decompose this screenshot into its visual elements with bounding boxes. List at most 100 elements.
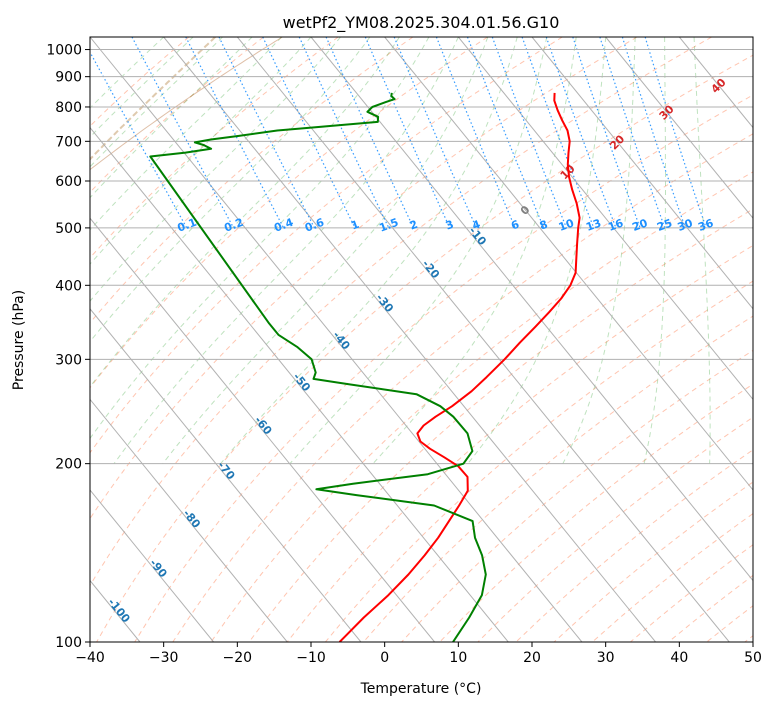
mixing-ratio-label: 0.6 — [303, 216, 326, 235]
dry-adiabat — [439, 383, 753, 642]
mixing-ratio-label: 16 — [606, 216, 625, 234]
dry-adiabat — [90, 37, 712, 587]
dry-adiabat — [172, 133, 753, 642]
mixing-ratio-line — [521, 37, 595, 229]
moist-adiabat — [90, 37, 194, 138]
y-axis-title: Pressure (hPa) — [11, 290, 27, 390]
x-tick-label: 50 — [744, 650, 762, 666]
isotherm-line — [605, 37, 753, 219]
moist-adiabat — [289, 37, 548, 465]
mixing-ratio-line — [644, 37, 707, 229]
mixing-ratio-label: 1 — [349, 218, 361, 233]
moist-adiabat — [113, 37, 459, 464]
moist-adiabat — [90, 37, 341, 302]
mixing-ratio-label: 30 — [676, 216, 695, 234]
y-tick-label: 800 — [55, 100, 82, 116]
isotherm-line — [90, 489, 214, 642]
x-tick-label: −40 — [75, 650, 105, 666]
isotherm-line — [90, 37, 583, 642]
isotherm-line — [90, 217, 435, 642]
x-tick-label: 20 — [523, 650, 541, 666]
mixing-ratio-line — [621, 37, 686, 229]
mixing-ratio-line — [131, 37, 235, 229]
mixing-ratio-label: 20 — [630, 216, 649, 234]
mixing-ratio-label: 2 — [408, 218, 420, 233]
dry-adiabat — [90, 37, 190, 127]
moist-adiabat — [90, 37, 400, 388]
y-tick-label: 900 — [55, 70, 82, 86]
mixing-ratio-line — [491, 37, 568, 229]
plot-frame — [89, 36, 754, 643]
moist-adiabat — [372, 37, 577, 465]
dry-adiabat — [248, 208, 753, 642]
mixing-ratio-line — [466, 37, 545, 229]
x-tick-label: −20 — [223, 650, 253, 666]
dry-adiabat — [90, 37, 264, 194]
y-tick-label: 500 — [55, 221, 82, 237]
moist-adiabat — [90, 37, 165, 109]
mixing-ratio-line — [364, 37, 451, 229]
isotherm-line — [384, 37, 753, 491]
dewpoint-profile — [149, 92, 487, 642]
isotherm-line — [457, 37, 753, 401]
mixing-ratio-line — [435, 37, 516, 229]
mixing-ratio-label: 6 — [509, 218, 521, 233]
x-tick-label: 40 — [670, 650, 688, 666]
mixing-ratio-label: 0.1 — [176, 216, 199, 235]
profile-series — [149, 92, 581, 642]
dry-adiabat — [90, 37, 488, 389]
isotherm-line — [163, 37, 656, 642]
mixing-ratio-line — [393, 37, 477, 229]
isotherm-line — [90, 398, 288, 642]
moist-adiabat — [220, 37, 518, 465]
moist-adiabat — [90, 37, 430, 440]
dry-adiabat — [90, 37, 638, 520]
mixing-ratio-label: 3 — [444, 218, 456, 233]
y-axis: 1000 900 800 700 600 500 400 300 200 100 — [46, 43, 90, 651]
y-tick-label: 700 — [55, 134, 82, 150]
mixing-ratio-line — [545, 37, 617, 229]
mixing-ratio-label: 13 — [584, 216, 603, 233]
y-tick-label: 1000 — [46, 43, 82, 59]
mixing-ratio-line — [218, 37, 315, 229]
y-tick-label: 600 — [55, 174, 82, 190]
dry-adiabat — [134, 94, 753, 642]
x-tick-label: −10 — [296, 650, 326, 666]
isotherm-line — [236, 37, 730, 642]
mixing-ratio-line — [599, 37, 666, 229]
moist-adiabat — [643, 37, 666, 464]
dry-adiabat — [90, 37, 414, 324]
dry-adiabat — [96, 54, 753, 642]
x-tick-label: 30 — [597, 650, 615, 666]
solid-adiabat — [90, 37, 283, 171]
dry-adiabat — [363, 315, 753, 642]
mixing-ratio-label: 25 — [655, 216, 674, 233]
mixing-ratio-label: 0.2 — [222, 216, 245, 235]
y-tick-label: 400 — [55, 278, 82, 294]
y-tick-label: 100 — [55, 635, 82, 651]
isotherm-line — [310, 37, 753, 582]
x-axis-title: Temperature (°C) — [360, 681, 482, 697]
isotherm-line — [531, 37, 753, 310]
temperature-profile — [338, 92, 581, 642]
chart-title: wetPf2_YM08.2025.304.01.56.G10 — [283, 13, 560, 33]
x-axis: −40 −30 −20 −10 0 10 20 30 40 50 — [75, 642, 762, 666]
mixing-ratio-label: 36 — [696, 216, 715, 234]
mixing-ratio-label: 1.5 — [377, 216, 400, 235]
mixing-ratio-label: 0.4 — [272, 216, 295, 235]
isotherm-line — [90, 126, 509, 642]
moist-adiabat — [90, 37, 253, 199]
y-tick-label: 200 — [55, 457, 82, 473]
dry-adiabat — [325, 280, 753, 642]
y-tick-label: 300 — [55, 352, 82, 368]
moist-adiabat — [90, 37, 282, 231]
x-tick-label: 10 — [449, 650, 467, 666]
moist-adiabat — [467, 37, 607, 465]
moist-adiabat — [693, 37, 711, 464]
mixing-ratio-line — [572, 37, 641, 229]
x-tick-label: −30 — [149, 650, 179, 666]
mixing-ratio-label: 10 — [557, 216, 576, 234]
